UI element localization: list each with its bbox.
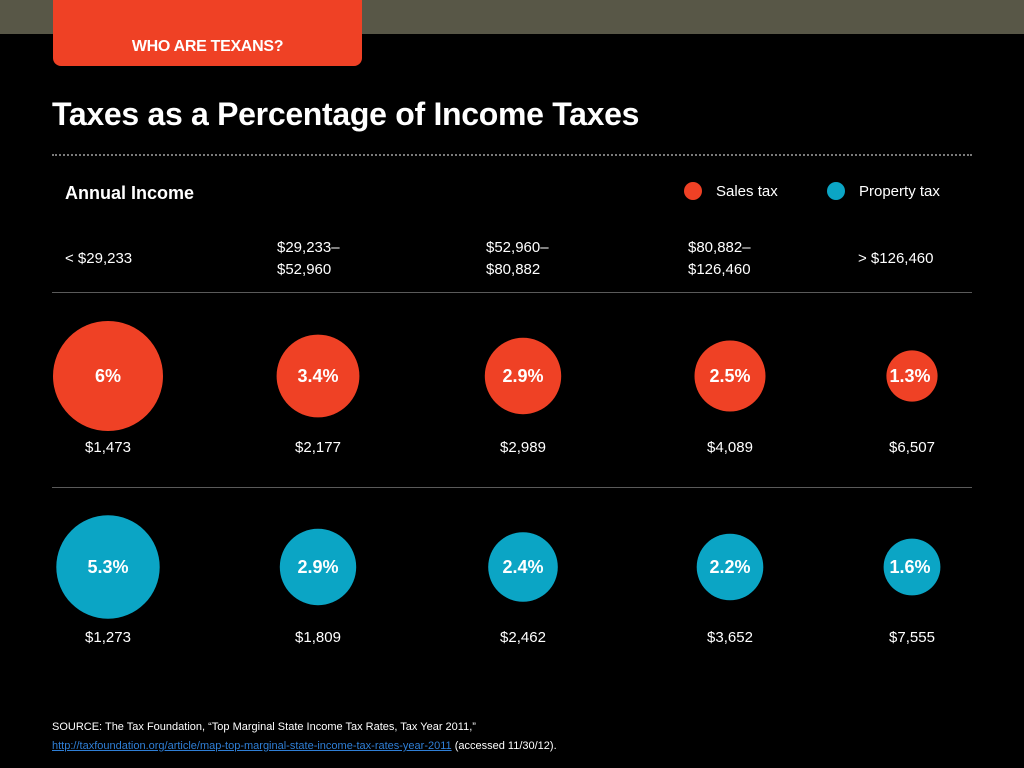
annual-income-heading: Annual Income — [65, 183, 195, 203]
header-divider — [52, 292, 972, 293]
property-tax-amount-label-1: $1,273 — [85, 629, 131, 646]
property-tax-amount-label-5: $7,555 — [889, 629, 935, 646]
row-divider — [52, 487, 972, 488]
property-tax-bubble-5 — [883, 538, 941, 596]
sales-tax-amount-label-4: $4,089 — [707, 439, 753, 456]
income-bracket-2-header: $29,233– $52,960 — [277, 237, 340, 281]
property-tax-percent-label-1: 5.3% — [87, 557, 128, 577]
sales-tax-legend-label: Sales tax — [716, 182, 778, 200]
property-tax-bubble-3 — [488, 532, 558, 602]
sales-tax-amount-label-2: $2,177 — [295, 439, 341, 456]
income-bracket-4-line-2: $126,460 — [688, 261, 751, 278]
property-tax-percent-label-5: 1.6% — [889, 557, 930, 577]
source-link[interactable]: http://taxfoundation.org/article/map-top… — [52, 740, 452, 752]
income-bracket-4-header: $80,882– $126,460 — [688, 237, 751, 281]
property-tax-amount-label-4: $3,652 — [707, 629, 753, 646]
source-link-line: http://taxfoundation.org/article/map-top… — [52, 737, 952, 756]
income-bracket-1-header: < $29,233 — [65, 248, 132, 270]
income-bracket-3-line-2: $80,882 — [486, 261, 541, 278]
income-bracket-5-header: > $126,460 — [858, 248, 934, 270]
sales-tax-amount-label-3: $2,989 — [500, 439, 546, 456]
property-tax-bubble-2 — [279, 528, 357, 606]
legend-sales-tax: Sales tax — [684, 182, 778, 200]
income-bracket-3-line-1: $52,960– — [486, 239, 549, 256]
property-tax-amount-label-2: $1,809 — [295, 629, 341, 646]
sales-tax-bubble-4 — [694, 340, 766, 412]
title-divider — [52, 154, 972, 156]
sales-tax-percent-label-1: 6% — [95, 366, 121, 386]
sales-tax-percent-label-2: 3.4% — [297, 366, 338, 386]
sales-tax-legend-dot — [684, 182, 702, 200]
sales-tax-amount-label-1: $1,473 — [85, 439, 131, 456]
source-citation: SOURCE: The Tax Foundation, “Top Margina… — [52, 721, 476, 733]
income-bracket-3-header: $52,960– $80,882 — [486, 237, 549, 281]
sales-tax-percent-label-5: 1.3% — [889, 366, 930, 386]
legend-property-tax: Property tax — [827, 182, 940, 200]
sales-tax-bubble-5 — [886, 350, 938, 402]
property-tax-amount-label-3: $2,462 — [500, 629, 546, 646]
sales-tax-percent-label-3: 2.9% — [502, 366, 543, 386]
property-tax-bubble-4 — [696, 533, 764, 601]
income-bracket-2-line-1: $29,233– — [277, 239, 340, 256]
property-tax-percent-label-4: 2.2% — [709, 557, 750, 577]
property-tax-percent-label-2: 2.9% — [297, 557, 338, 577]
property-tax-legend-dot — [827, 182, 845, 200]
sales-tax-bubble-1 — [53, 321, 163, 431]
sales-tax-amount-label-5: $6,507 — [889, 439, 935, 456]
section-tab[interactable]: WHO ARE TEXANS? — [53, 0, 362, 66]
page-title: Taxes as a Percentage of Income Taxes — [52, 96, 640, 132]
property-tax-legend-label: Property tax — [859, 182, 940, 200]
income-bracket-4-line-1: $80,882– — [688, 239, 751, 256]
income-bracket-2-line-2: $52,960 — [277, 261, 332, 278]
property-tax-bubble-1 — [56, 515, 160, 619]
source-accessed: (accessed 11/30/12). — [454, 740, 557, 752]
sales-tax-bubble-2 — [276, 334, 360, 418]
income-bracket-5-line-1: > $126,460 — [858, 250, 934, 267]
property-tax-percent-label-3: 2.4% — [502, 557, 543, 577]
sales-tax-percent-label-4: 2.5% — [709, 366, 750, 386]
source-note: SOURCE: The Tax Foundation, “Top Margina… — [52, 718, 952, 756]
sales-tax-bubble-3 — [484, 337, 562, 415]
income-bracket-1-line-1: < $29,233 — [65, 250, 133, 267]
section-tab-label: WHO ARE TEXANS? — [131, 38, 284, 55]
